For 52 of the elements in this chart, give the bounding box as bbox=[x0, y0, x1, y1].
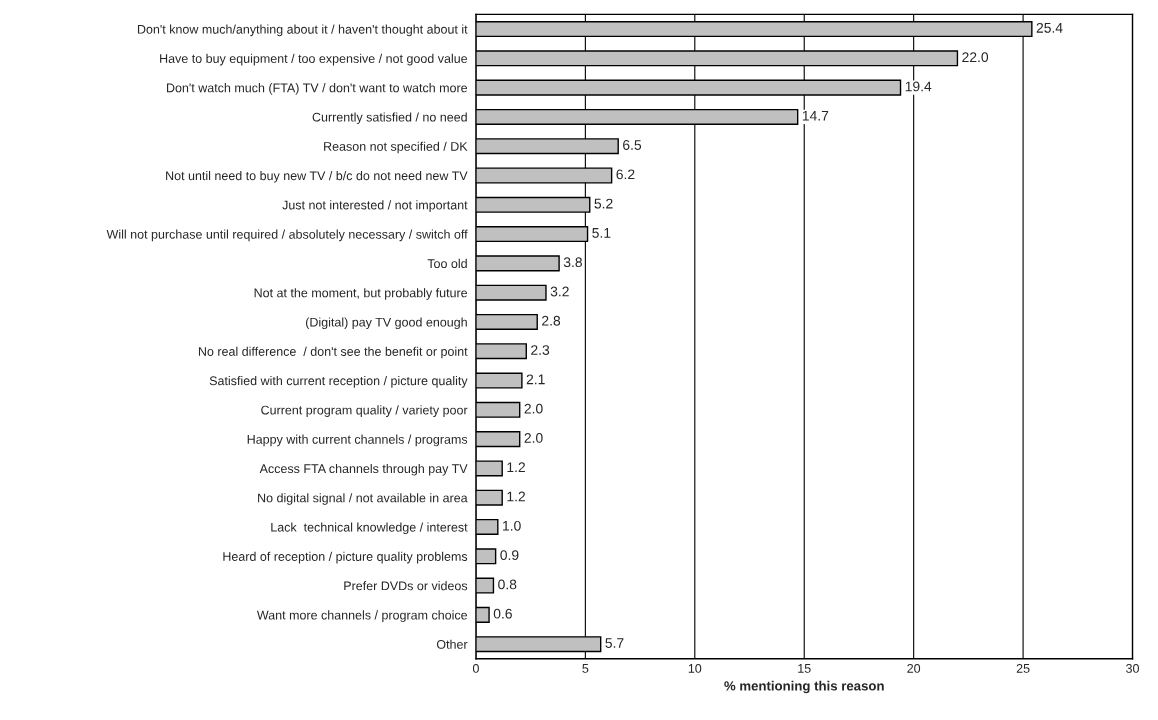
data-label: 25.4 bbox=[1036, 22, 1063, 33]
data-label: 6.2 bbox=[616, 169, 635, 180]
data-label: 1.0 bbox=[503, 520, 521, 531]
data-label: 2.3 bbox=[531, 345, 550, 355]
data-label: 5.1 bbox=[592, 228, 611, 238]
data-label: 0.9 bbox=[500, 550, 519, 561]
y-tick-label: Not at the moment, but probably future bbox=[254, 288, 468, 300]
data-label: 5.7 bbox=[605, 638, 624, 648]
x-tick-label: 20 bbox=[907, 663, 921, 673]
data-label: 5.2 bbox=[594, 198, 613, 209]
y-tick-label: Will not purchase until required / absolutely necessary / switch off bbox=[106, 229, 468, 242]
y-tick-label: Current program quality / variety poor bbox=[261, 405, 468, 417]
y-tick-label: Other bbox=[436, 639, 468, 649]
y-tick-label: No digital signal / not available in area bbox=[258, 493, 468, 505]
x-tick-label: 15 bbox=[798, 664, 811, 673]
y-tick-label: Satisfied with current reception / picture quality bbox=[209, 376, 468, 388]
data-label: 14.7 bbox=[802, 110, 829, 121]
data-label: 0.6 bbox=[493, 608, 512, 619]
y-tick-label: Access FTA channels through pay TV bbox=[259, 463, 468, 476]
y-tick-label: Want more channels / program choice bbox=[256, 610, 468, 622]
data-label: 1.2 bbox=[507, 491, 525, 502]
x-tick-label: 5 bbox=[582, 664, 589, 673]
y-tick-label: Don't know much/anything about it / haven't thought about it bbox=[137, 24, 468, 37]
data-label: 1.2 bbox=[507, 462, 525, 472]
data-label: 22.0 bbox=[962, 52, 989, 63]
y-tick-label: Reason not specified / DK bbox=[324, 141, 468, 154]
x-tick-label: 0 bbox=[472, 663, 479, 673]
y-tick-label: Too old bbox=[427, 258, 467, 269]
data-label: 6.5 bbox=[623, 140, 642, 150]
data-label: 2.0 bbox=[524, 403, 543, 414]
y-tick-label: Just not interested / not important bbox=[282, 200, 468, 212]
x-tick-label: 30 bbox=[1126, 663, 1139, 673]
data-label: 2.0 bbox=[524, 433, 543, 443]
x-tick-label: 25 bbox=[1016, 663, 1030, 673]
y-tick-label: Happy with current channels / programs bbox=[247, 434, 468, 447]
data-label: 3.2 bbox=[550, 286, 569, 297]
data-label: 2.8 bbox=[542, 315, 561, 326]
y-tick-label: Not until need to buy new TV / b/c do not need new TV bbox=[166, 170, 468, 183]
y-tick-label: Currently satisfied / no need bbox=[312, 112, 467, 125]
y-tick-label: Don't watch much (FTA) TV / don't want to watch more bbox=[166, 83, 468, 95]
y-tick-label: (Digital) pay TV good enough bbox=[306, 317, 467, 330]
y-tick-label: Prefer DVDs or videos bbox=[344, 581, 468, 591]
data-label: 19.4 bbox=[905, 81, 932, 92]
x-tick-label: 10 bbox=[688, 663, 702, 673]
data-label: 2.1 bbox=[526, 374, 545, 385]
data-label: 3.8 bbox=[563, 257, 582, 268]
x-axis-title: % mentioning this reason bbox=[724, 680, 884, 694]
data-label: 0.8 bbox=[498, 579, 517, 590]
y-tick-label: Heard of reception / picture quality problems bbox=[223, 551, 468, 564]
y-tick-label: Lack technical knowledge / interest bbox=[271, 522, 468, 535]
y-tick-label: Have to buy equipment / too expensive / not good value bbox=[160, 53, 468, 66]
y-tick-label: No real difference / don't see the benefit or point bbox=[198, 346, 468, 359]
